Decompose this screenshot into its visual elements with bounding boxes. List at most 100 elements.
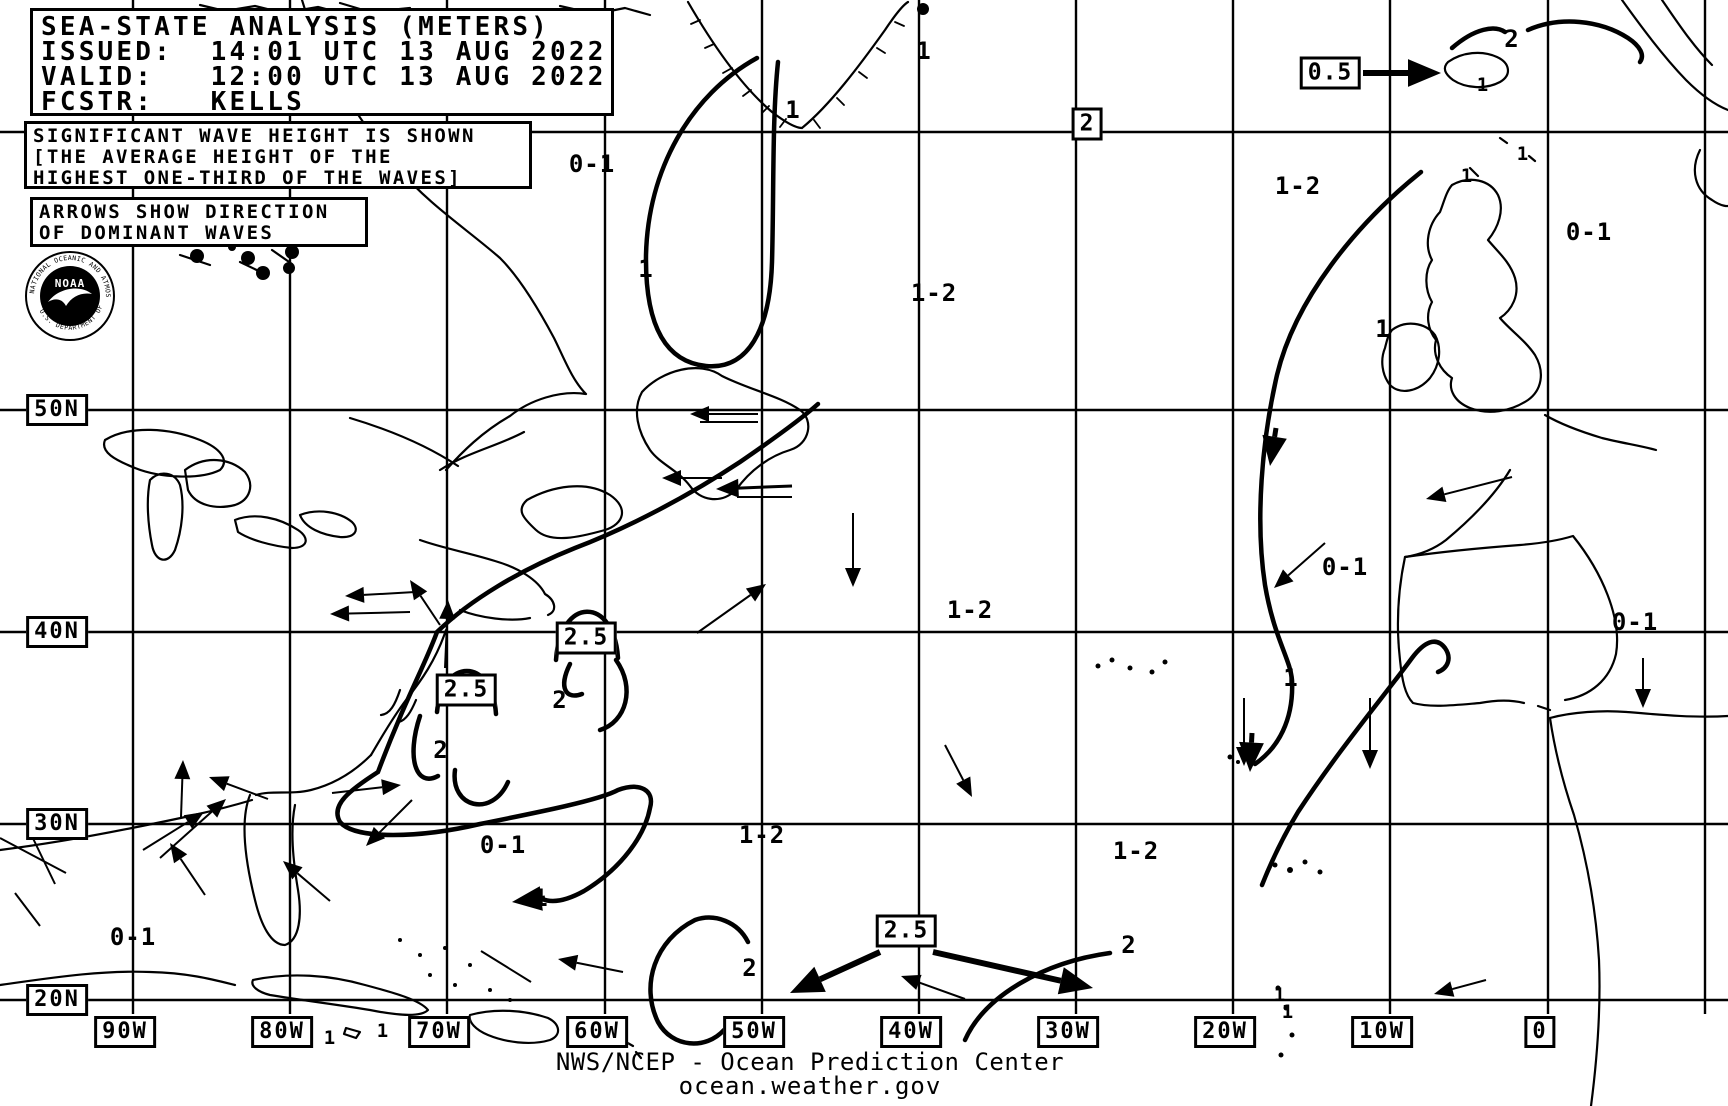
latitude-label: 30N [26,808,88,840]
wave-arrow-shaft [1272,427,1279,438]
wave-arrow-head [558,954,579,971]
note-line: SIGNIFICANT WAVE HEIGHT IS SHOWN [33,125,476,147]
longitude-label: 80W [251,1016,313,1048]
wave-arrow-shaft [932,949,1062,984]
wave-arrow-head [1426,486,1447,502]
wave-arrow-head [381,779,401,796]
wave-arrow-head [206,799,226,818]
boxed-wave-height-value: 2.5 [875,914,937,948]
azores-island [1127,665,1133,671]
longitude-label: 70W [408,1016,470,1048]
great-britain [1425,178,1542,413]
latitude-label: 50N [26,394,88,426]
azores-island [1162,659,1168,665]
contour-2m-30w [962,950,1113,1043]
chart-title: SEA-STATE ANALYSIS (METERS) [41,12,551,42]
noaa-gull-icon [48,288,92,306]
wave-height-value: 2 [433,736,449,764]
wave-height-value: 0-1 [479,831,527,859]
wave-arrow-head [366,826,386,846]
wave-arrow-shaft [180,778,184,818]
bahamas-island [453,983,457,987]
city-dot [256,266,270,280]
bahamas-island [398,938,402,942]
wave-arrow-shaft [1287,542,1326,577]
noaa-logo: NATIONAL OCEANIC AND ATMOSPHERIC ADMINIS… [25,251,115,341]
note-line: OF DOMINANT WAVES [39,222,275,244]
wave-arrow-head [330,605,350,622]
madeira-island [1227,754,1233,760]
wave-height-value: 0-1 [1611,608,1659,636]
wave-height-value: 1 [1273,984,1287,1006]
wave-arrow-shaft [1444,476,1513,496]
wave-height-value: 1 [1476,74,1490,96]
wave-arrow-head [283,861,303,880]
noaa-acronym: NOAA [55,277,86,290]
wave-height-value: 0-1 [568,150,616,178]
boxed-wave-height-value: 2.5 [435,673,497,707]
wave-arrow-head [170,843,188,864]
wave-height-value: 1 [785,96,801,124]
wave-arrow-head [745,584,766,602]
latitude-label: 40N [26,616,88,648]
wave-arrow-shaft [1452,979,1487,991]
wave-arrow-shaft [142,821,189,851]
longitude-label: 0 [1524,1016,1556,1048]
boxed-wave-height-value: 2.5 [555,621,617,655]
wave-arrow-shaft [918,981,966,1000]
contour-2-arcs-2 [562,657,629,733]
wave-arrow-shaft [378,799,413,834]
contour-1m-newfoundland-loop [643,55,781,369]
wave-height-value: 1 [533,884,549,912]
southeast-coast [243,753,373,947]
wave-arrow-head [1274,569,1294,588]
bahamas-island [443,946,447,950]
wave-height-value: 2 [742,954,758,982]
wave-arrow-shaft [179,858,206,896]
azores-island [1149,669,1155,675]
wave-arrow-head [512,886,543,911]
footer-credit: NWS/NCEP - Ocean Prediction Center ocean… [0,1050,1620,1098]
wave-height-value: 1-2 [1274,172,1322,200]
wave-arrow-head [183,812,204,829]
bahamas-island [428,973,432,977]
wave-arrow-head [1236,747,1252,766]
valid-line: VALID: 12:00 UTC 13 AUG 2022 [41,62,607,92]
wave-arrow-shaft [348,611,411,615]
labrador-coast [300,0,588,472]
wave-height-value: 2 [552,686,568,714]
wave-arrow-shaft [696,594,752,634]
wave-arrow-head [439,600,456,620]
wave-height-value: 1-2 [738,821,786,849]
wave-height-value: 1 [1375,315,1391,343]
contour-2m-50w [648,915,751,1046]
bahamas-island [418,953,422,957]
wave-arrow-head [790,966,826,993]
wave-arrow-head [716,478,739,498]
wave-height-value: 0-1 [1321,553,1369,581]
longitude-label: 60W [566,1016,628,1048]
longitude-label: 50W [723,1016,785,1048]
wave-arrow-shaft [419,595,441,626]
bahamas-island [508,998,512,1002]
longitude-label: 40W [880,1016,942,1048]
wave-height-value: 2 [1121,931,1137,959]
map-line-segment [480,950,532,983]
wave-height-value: 1 [323,1027,337,1049]
wave-arrow-head [690,406,709,422]
longitude-label: 20W [1194,1016,1256,1048]
wave-height-value: 1 [1283,664,1299,692]
latitude-label: 20N [26,984,88,1016]
boxed-wave-height-value: 0.5 [1299,56,1361,90]
wave-arrow-head [1362,750,1378,769]
issued-line: ISSUED: 14:01 UTC 13 AUG 2022 [41,37,607,67]
chart-header-box: SEA-STATE ANALYSIS (METERS) ISSUED: 14:0… [30,8,614,116]
wave-arrow-head [845,568,861,587]
canary-island [1317,869,1323,875]
map-line-segment [14,892,41,927]
great-lakes [102,428,357,561]
city-dot [283,262,295,274]
wave-arrow-shaft [363,591,416,596]
contour-1m-iberia [1259,639,1451,888]
